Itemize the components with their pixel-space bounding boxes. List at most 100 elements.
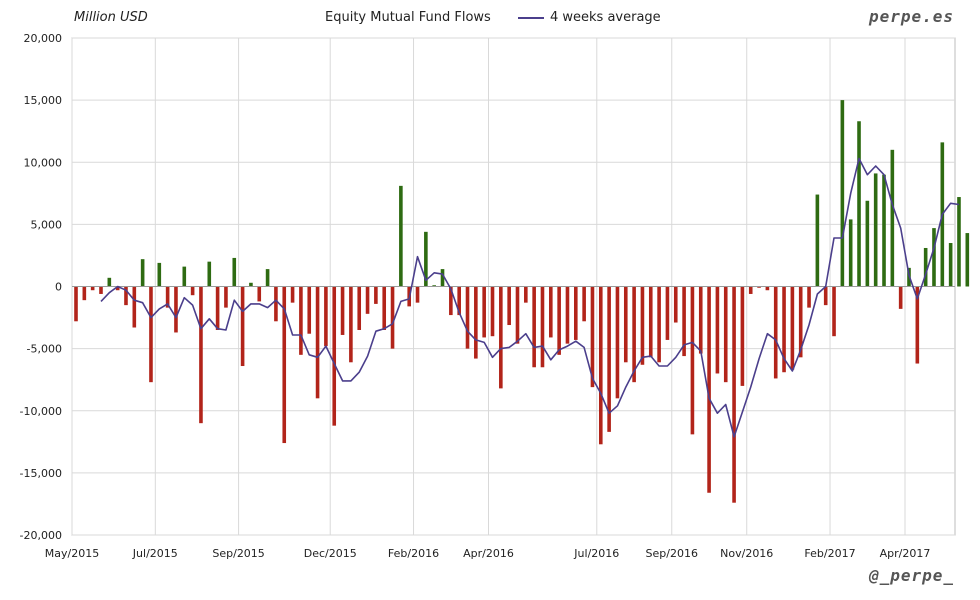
y-tick-label: -10,000 [20, 405, 62, 418]
outflow-bar [823, 286, 828, 306]
x-tick-label: Sep/2016 [646, 547, 698, 560]
outflow-bar [673, 286, 678, 323]
chart-title: Equity Mutual Fund Flows [325, 10, 491, 25]
legend: 4 weeks average [518, 10, 661, 25]
outflow-bar [665, 286, 670, 340]
outflow-bar [324, 286, 328, 347]
outflow-bar [782, 286, 786, 373]
outflow-bar [690, 286, 695, 435]
y-tick-label: -5,000 [27, 343, 62, 356]
outflow-bar [915, 286, 920, 364]
y-tick-label: 20,000 [24, 32, 63, 45]
outflow-bar [507, 286, 511, 326]
four-week-average-line [100, 157, 960, 438]
y-tick-label: 0 [55, 281, 62, 294]
outflow-bar [357, 286, 362, 330]
y-unit-label: Million USD [74, 10, 148, 25]
outflow-bar [457, 286, 461, 316]
outflow-bar [115, 286, 120, 291]
outflow-bar [340, 286, 345, 335]
outflow-bar [149, 286, 153, 383]
inflow-bar [424, 231, 428, 287]
x-tick-label: Feb/2017 [804, 547, 855, 560]
inflow-bar [882, 174, 886, 287]
outflow-bar [615, 286, 620, 399]
outflow-bar [623, 286, 628, 363]
outflow-bar [190, 286, 195, 296]
outflow-bar [765, 286, 770, 291]
outflow-bar [598, 286, 603, 445]
outflow-bar [898, 286, 903, 309]
x-tick-label: Jul/2015 [132, 547, 178, 560]
inflow-bar [873, 173, 878, 287]
outflow-bar [74, 286, 78, 322]
outflow-bar [465, 286, 470, 349]
y-tick-label: 5,000 [31, 218, 63, 231]
x-tick-label: Apr/2017 [880, 547, 931, 560]
inflow-bar [157, 262, 162, 287]
inflow-bar [923, 247, 928, 287]
inflow-bar [965, 233, 970, 287]
outflow-bar [632, 286, 636, 383]
outflow-bar [798, 286, 803, 358]
outflow-bar [240, 286, 245, 367]
author-handle: @_perpe_ [868, 566, 954, 585]
inflow-bar [249, 282, 253, 287]
y-tick-label: -15,000 [20, 467, 62, 480]
outflow-bar [832, 286, 836, 337]
outflow-bar [707, 286, 711, 493]
outflow-bar [515, 286, 520, 344]
outflow-bar [307, 286, 312, 334]
outflow-bar [99, 286, 103, 294]
outflow-bar [565, 286, 570, 344]
outflow-bar [90, 286, 95, 291]
outflow-bar [215, 286, 220, 330]
outflow-bar [657, 286, 661, 363]
inflow-bar [948, 243, 953, 287]
outflow-bar [174, 286, 178, 333]
inflow-bar [865, 200, 870, 287]
inflow-bar [182, 266, 187, 287]
outflow-bar [415, 286, 420, 303]
outflow-bar [540, 286, 545, 368]
outflow-bar [723, 286, 728, 383]
outflow-bar [682, 286, 686, 357]
outflow-bar [290, 286, 295, 303]
outflow-bar [532, 286, 536, 368]
outflow-bar [257, 286, 262, 302]
x-tick-label: Apr/2016 [463, 547, 514, 560]
outflow-bar [773, 286, 778, 379]
outflow-bar [474, 286, 478, 359]
inflow-bar [265, 269, 270, 287]
outflow-bar [748, 286, 753, 294]
outflow-bar [82, 286, 87, 301]
outflow-bar [590, 286, 595, 388]
outflow-bar [365, 286, 370, 314]
outflow-bar [740, 286, 745, 386]
legend-label: 4 weeks average [550, 10, 661, 25]
inflow-bar [440, 269, 445, 287]
site-watermark: perpe.es [868, 7, 954, 26]
x-tick-label: Sep/2015 [212, 547, 264, 560]
inflow-bar [932, 228, 936, 287]
outflow-bar [332, 286, 337, 426]
outflow-bar [698, 286, 703, 354]
outflow-bar [449, 286, 453, 316]
outflow-bar [574, 286, 578, 340]
inflow-bar [399, 185, 403, 287]
inflow-bar [107, 277, 112, 287]
outflow-bar [282, 286, 287, 444]
inflow-bar [857, 121, 861, 287]
y-tick-label: -20,000 [20, 529, 62, 542]
inflow-bar [890, 149, 895, 287]
outflow-bar [715, 286, 720, 374]
outflow-bar [524, 286, 528, 303]
outflow-bar [790, 286, 795, 370]
outflow-bar [124, 286, 128, 306]
outflow-bar [807, 286, 811, 308]
y-tick-label: 15,000 [24, 94, 63, 107]
inflow-bar [232, 257, 237, 287]
x-tick-label: Jul/2016 [573, 547, 619, 560]
inflow-bar [840, 100, 845, 287]
